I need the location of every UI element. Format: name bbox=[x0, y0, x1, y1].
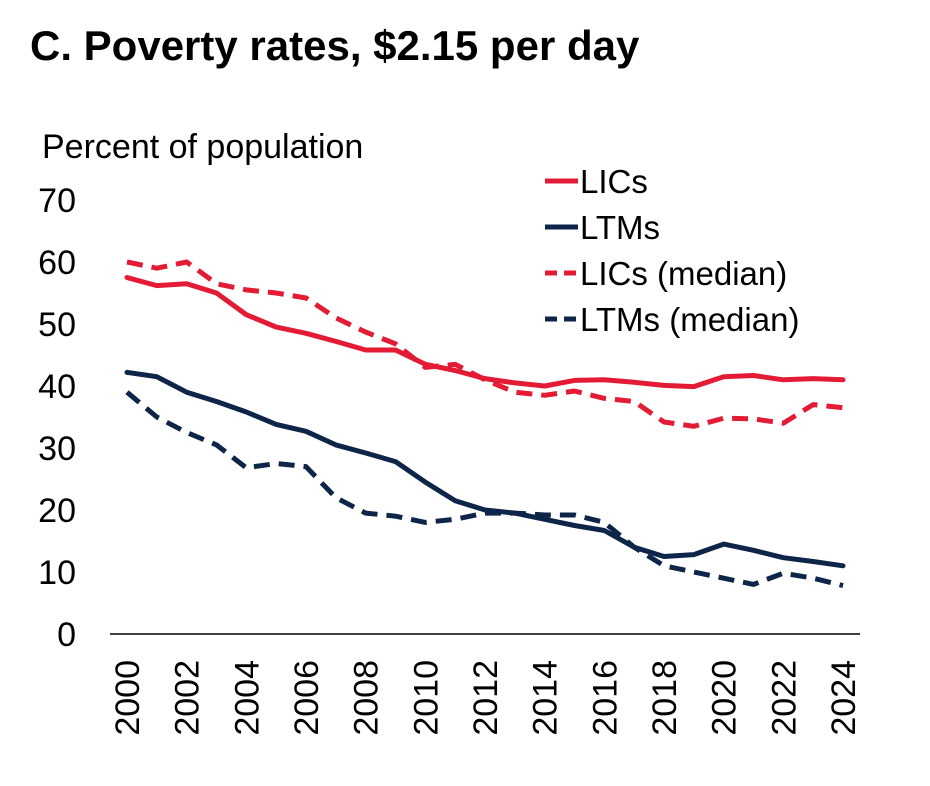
y-tick-label: 10 bbox=[38, 554, 76, 592]
legend: LICs LTMs LICs (median) LTMs (median) bbox=[545, 163, 799, 338]
legend-label: LICs bbox=[580, 163, 648, 200]
series-lines bbox=[124, 259, 846, 589]
x-tick-label: 2012 bbox=[467, 660, 505, 736]
y-tick-label: 50 bbox=[38, 306, 76, 344]
legend-label: LTMs (median) bbox=[580, 301, 799, 338]
x-tick-label: 2024 bbox=[825, 660, 863, 736]
legend-label: LTMs bbox=[580, 209, 660, 246]
y-tick-label: 30 bbox=[38, 430, 76, 468]
series-line-ltms bbox=[124, 369, 846, 569]
x-tick-label: 2008 bbox=[348, 660, 386, 736]
y-tick-label: 40 bbox=[38, 368, 76, 406]
x-tick-label: 2006 bbox=[288, 660, 326, 736]
y-axis-label: Percent of population bbox=[42, 128, 363, 166]
x-tick-label: 2000 bbox=[109, 660, 147, 736]
chart-title: C. Poverty rates, $2.15 per day bbox=[30, 22, 640, 69]
x-tick-label: 2014 bbox=[527, 660, 565, 736]
x-tick-label: 2002 bbox=[169, 660, 207, 736]
series-line-ltms-median bbox=[125, 390, 844, 589]
legend-label: LICs (median) bbox=[580, 255, 787, 292]
x-tick-label: 2020 bbox=[706, 660, 744, 736]
x-tick-label: 2004 bbox=[228, 660, 266, 736]
x-tick-label: 2016 bbox=[586, 660, 624, 736]
y-tick-label: 0 bbox=[57, 616, 76, 654]
x-axis-ticks: 2000 2002 2004 2006 2008 2010 2012 2014 2016 2018… bbox=[109, 660, 863, 736]
y-axis-ticks: 0 10 20 30 40 50 60 70 bbox=[38, 182, 76, 654]
x-tick-label: 2022 bbox=[765, 660, 803, 736]
x-tick-label: 2010 bbox=[407, 660, 445, 736]
y-tick-label: 70 bbox=[38, 182, 76, 220]
x-tick-label: 2018 bbox=[646, 660, 684, 736]
y-tick-label: 60 bbox=[38, 244, 76, 282]
series-line-lics-median bbox=[126, 259, 844, 429]
y-tick-label: 20 bbox=[38, 492, 76, 530]
